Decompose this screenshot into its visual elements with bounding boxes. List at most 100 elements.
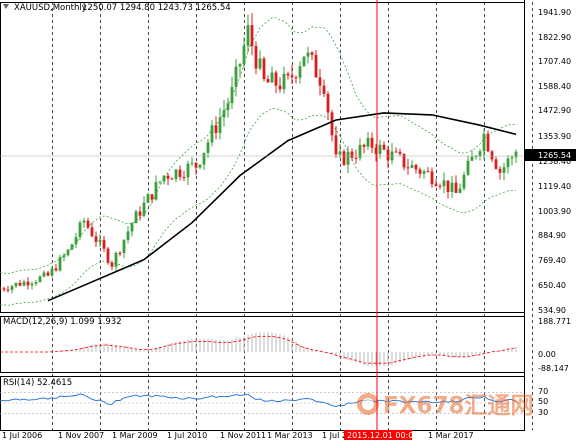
candle-body [118,252,122,254]
current-price-text: 1265.54 [538,151,571,160]
candle-body [274,72,278,86]
candle-body [50,268,54,276]
price-tick: 769.40 [538,256,566,265]
candle-body [366,137,370,147]
candle-body [466,160,470,175]
candle-body [374,147,378,154]
candle-body [134,211,138,224]
candle-body [502,167,506,173]
candle-body [70,244,74,250]
candle-body [382,144,386,150]
price-tick: 1353.90 [538,132,571,141]
macd-tick: 188.771 [538,317,571,326]
candle-body [410,165,414,168]
candle-body [430,171,434,185]
candle-body [58,257,62,271]
candle-body [474,156,478,158]
candle-body [34,282,38,284]
candle-body [182,176,186,178]
candle-body [26,281,30,286]
candle-body [10,286,14,291]
candle-body [38,276,42,283]
candle-body [306,52,310,57]
candle-body [218,117,222,133]
candle-body [66,249,70,256]
candle-body [442,180,446,187]
rsi-tick: 30 [538,408,548,417]
candle-body [30,283,34,286]
candle-body [234,66,238,87]
candle-body [98,239,102,242]
candle-body [386,149,390,161]
candle-body [334,135,338,155]
candle-body [490,151,494,160]
time-tick: 1 Nov 2011 [220,431,266,440]
rsi-tick: 50 [538,397,548,406]
candle-body [222,110,226,118]
price-tick: 534.90 [538,306,566,315]
candle-body [42,272,46,277]
candle-body [202,152,206,165]
candle-body [362,144,366,147]
candle-body [46,272,50,276]
price-tick: 1238.40 [538,157,571,166]
symbol-label: XAUUSD,Monthly [14,3,87,13]
candle-body [266,79,270,83]
lower-band-line [0,108,517,306]
candle-body [254,46,258,69]
macd-tick: 0.00 [538,350,556,359]
candle-body [206,142,210,153]
candle-body [486,133,490,152]
time-tick: 1 Jul 2010 [167,431,207,440]
candle-body [438,185,442,187]
candle-body [290,75,294,78]
candle-body [14,282,18,287]
candle-body [402,153,406,168]
candle-body [90,227,94,237]
time-tick: 1 Mar 2017 [428,431,474,440]
candle-body [262,58,266,80]
candle-body [174,169,178,179]
candle-body [434,184,438,186]
candle-body [286,73,290,76]
candle-body [178,169,182,177]
watermark-logo: FX678汇通网 [357,393,533,419]
candle-body [230,86,234,104]
candle-body [186,163,190,178]
price-tick: 1003.90 [538,207,571,216]
candle-body [454,182,458,193]
time-tick: 1 Jul 2006 [2,431,42,440]
candle-body [270,72,274,83]
candle-body [102,239,106,249]
candle-body [470,156,474,161]
upper-band-line [0,17,517,274]
price-tick: 1588.40 [538,82,571,91]
candle-body [74,237,78,245]
candle-body [6,289,10,291]
crosshair-time-badge [344,430,412,440]
collapse-triangle-icon[interactable] [3,4,9,9]
candle-body [150,194,154,200]
candle-body [242,45,246,65]
candle-body [294,77,298,79]
rsi-label: RSI(14) 52.4615 [3,378,72,388]
price-tick: 1941.90 [538,8,571,17]
candle-body [462,174,466,189]
candle-body [114,252,118,267]
macd-tick: -88.147 [538,364,569,373]
moving-average-line [47,112,517,302]
candle-body [0,288,2,290]
price-tick: 1707.40 [538,57,571,66]
candle-body [446,180,450,193]
candle-body [458,188,462,193]
candle-body [450,182,454,193]
candle-body [378,144,382,154]
price-tick: 650.40 [538,281,566,290]
macd-label: MACD(12,26,9) 1.099 1.932 [3,317,122,327]
candle-body [78,222,82,238]
candle-body [494,159,498,169]
candle-body [238,64,242,67]
candle-body [426,171,430,173]
candle-body [142,202,146,216]
